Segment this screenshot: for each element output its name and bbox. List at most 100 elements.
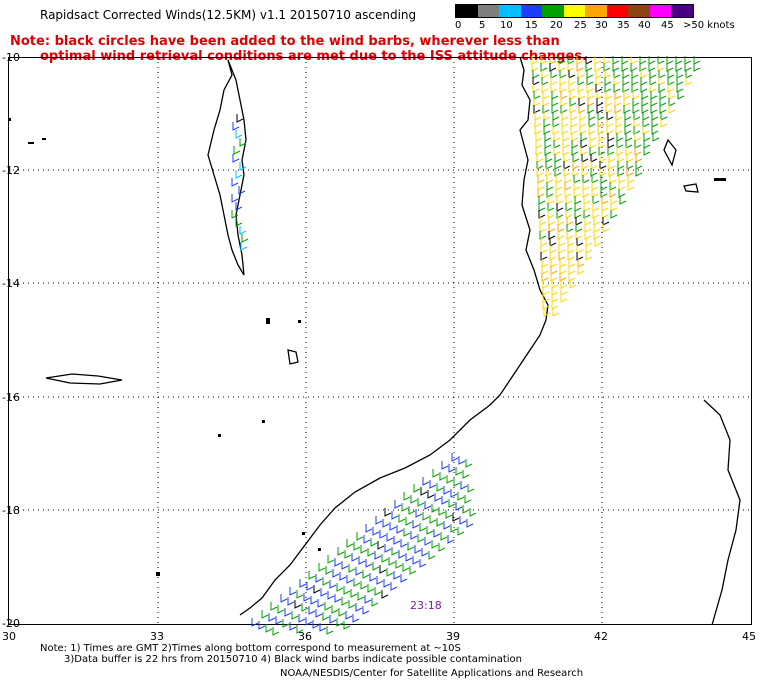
wind-barb	[231, 178, 239, 187]
wind-barb	[625, 147, 633, 156]
wind-barb	[560, 105, 568, 114]
wind-barb	[574, 196, 582, 205]
wind-barb	[275, 616, 283, 625]
wind-barb	[319, 623, 327, 632]
wind-barbs	[231, 56, 701, 636]
wind-barb	[534, 126, 542, 135]
wind-barb	[607, 147, 615, 156]
wind-barb	[585, 63, 593, 72]
time-label: 23:18	[410, 599, 442, 612]
wind-barb	[540, 63, 548, 72]
wind-barb	[568, 273, 576, 282]
wind-barb	[574, 210, 582, 219]
wind-barb	[623, 98, 631, 107]
wind-barb	[559, 266, 567, 275]
wind-barb	[561, 126, 569, 135]
wind-barb	[374, 587, 382, 596]
wind-barb	[553, 147, 561, 156]
wind-barb	[610, 196, 618, 205]
wind-barb	[351, 553, 359, 562]
wind-barb	[417, 534, 425, 543]
wind-barb	[238, 186, 246, 195]
wind-barb	[622, 84, 630, 93]
wind-barb	[232, 122, 240, 131]
wind-barb	[445, 510, 453, 519]
wind-barb	[298, 614, 306, 623]
wind-barb	[360, 545, 368, 554]
wind-barb	[660, 112, 668, 121]
legend-swatch	[563, 5, 585, 17]
wind-barb	[639, 56, 647, 65]
wind-barb	[613, 70, 621, 79]
wind-barb	[540, 252, 548, 261]
wind-barb	[391, 511, 399, 520]
wind-barb	[355, 603, 363, 612]
wind-barb	[569, 91, 577, 100]
wind-barb	[344, 550, 352, 559]
wind-barb	[610, 210, 618, 219]
wind-barb	[626, 154, 634, 163]
wind-barb	[584, 217, 592, 226]
legend-label: 5	[479, 20, 486, 31]
wind-barb	[327, 591, 335, 600]
wind-barb	[594, 238, 602, 247]
wind-barb	[565, 196, 573, 205]
wind-barb	[440, 532, 448, 541]
wind-barb	[412, 520, 420, 529]
wind-barb	[588, 112, 596, 121]
wind-barb	[369, 573, 377, 582]
wind-barb	[235, 202, 243, 211]
wind-barb	[564, 189, 572, 198]
wind-barb	[460, 481, 468, 490]
wind-barb	[594, 56, 602, 65]
wind-barb	[241, 234, 249, 243]
wind-barb	[564, 182, 572, 191]
wind-barb	[410, 495, 418, 504]
wind-barb	[438, 507, 446, 516]
wind-barb	[405, 553, 413, 562]
wind-barb	[564, 175, 572, 184]
wind-barb	[462, 505, 470, 514]
wind-barb	[562, 147, 570, 156]
wind-barb	[641, 105, 649, 114]
wind-barb	[596, 105, 604, 114]
wind-barb	[317, 599, 325, 608]
wind-barb	[544, 133, 552, 142]
wind-barb	[578, 91, 586, 100]
wind-barb	[676, 77, 684, 86]
wind-barb	[374, 551, 382, 560]
wind-barb	[635, 168, 643, 177]
wind-barb	[604, 77, 612, 86]
legend-swatch	[542, 5, 564, 17]
wind-barb	[551, 294, 559, 303]
wind-barb	[601, 196, 609, 205]
wind-barb	[610, 203, 618, 212]
wind-barb	[554, 168, 562, 177]
wind-barb	[420, 487, 428, 496]
wind-barb	[584, 231, 592, 240]
wind-barb	[565, 210, 573, 219]
wind-barb	[651, 119, 659, 128]
wind-barb	[305, 617, 313, 626]
wind-barb	[633, 119, 641, 128]
wind-barb	[386, 533, 394, 542]
wind-barb	[457, 527, 465, 536]
wind-barb	[551, 280, 559, 289]
wind-barb	[465, 459, 473, 468]
wind-barb	[341, 561, 349, 570]
wind-barb	[569, 98, 577, 107]
wind-barb	[232, 154, 240, 163]
wind-barb	[539, 217, 547, 226]
wind-barb	[551, 105, 559, 114]
wind-barb	[560, 287, 568, 296]
wind-barb	[287, 597, 295, 606]
wind-barb	[540, 56, 548, 65]
wind-barb	[585, 56, 593, 65]
wind-barb	[608, 168, 616, 177]
wind-barb	[545, 154, 553, 163]
wind-barb	[543, 308, 551, 317]
wind-barb	[356, 532, 364, 541]
wind-barb	[668, 105, 676, 114]
wind-barb	[595, 84, 603, 93]
